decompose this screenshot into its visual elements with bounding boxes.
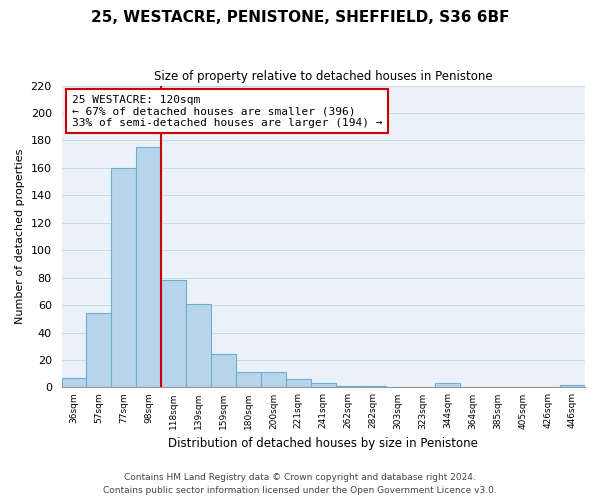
Text: 25 WESTACRE: 120sqm
← 67% of detached houses are smaller (396)
33% of semi-detac: 25 WESTACRE: 120sqm ← 67% of detached ho… bbox=[72, 94, 382, 128]
Y-axis label: Number of detached properties: Number of detached properties bbox=[15, 149, 25, 324]
Bar bbox=[136, 148, 161, 388]
Bar bbox=[286, 379, 311, 388]
Bar bbox=[261, 372, 286, 388]
Bar bbox=[336, 386, 361, 388]
Bar bbox=[112, 168, 136, 388]
Title: Size of property relative to detached houses in Penistone: Size of property relative to detached ho… bbox=[154, 70, 493, 83]
Bar bbox=[161, 280, 186, 388]
Bar bbox=[86, 314, 112, 388]
Bar bbox=[186, 304, 211, 388]
Bar bbox=[311, 384, 336, 388]
Text: 25, WESTACRE, PENISTONE, SHEFFIELD, S36 6BF: 25, WESTACRE, PENISTONE, SHEFFIELD, S36 … bbox=[91, 10, 509, 25]
Bar bbox=[361, 386, 386, 388]
Bar bbox=[560, 384, 585, 388]
Bar bbox=[436, 384, 460, 388]
Bar bbox=[236, 372, 261, 388]
X-axis label: Distribution of detached houses by size in Penistone: Distribution of detached houses by size … bbox=[169, 437, 478, 450]
Bar bbox=[211, 354, 236, 388]
Text: Contains HM Land Registry data © Crown copyright and database right 2024.
Contai: Contains HM Land Registry data © Crown c… bbox=[103, 474, 497, 495]
Bar bbox=[62, 378, 86, 388]
